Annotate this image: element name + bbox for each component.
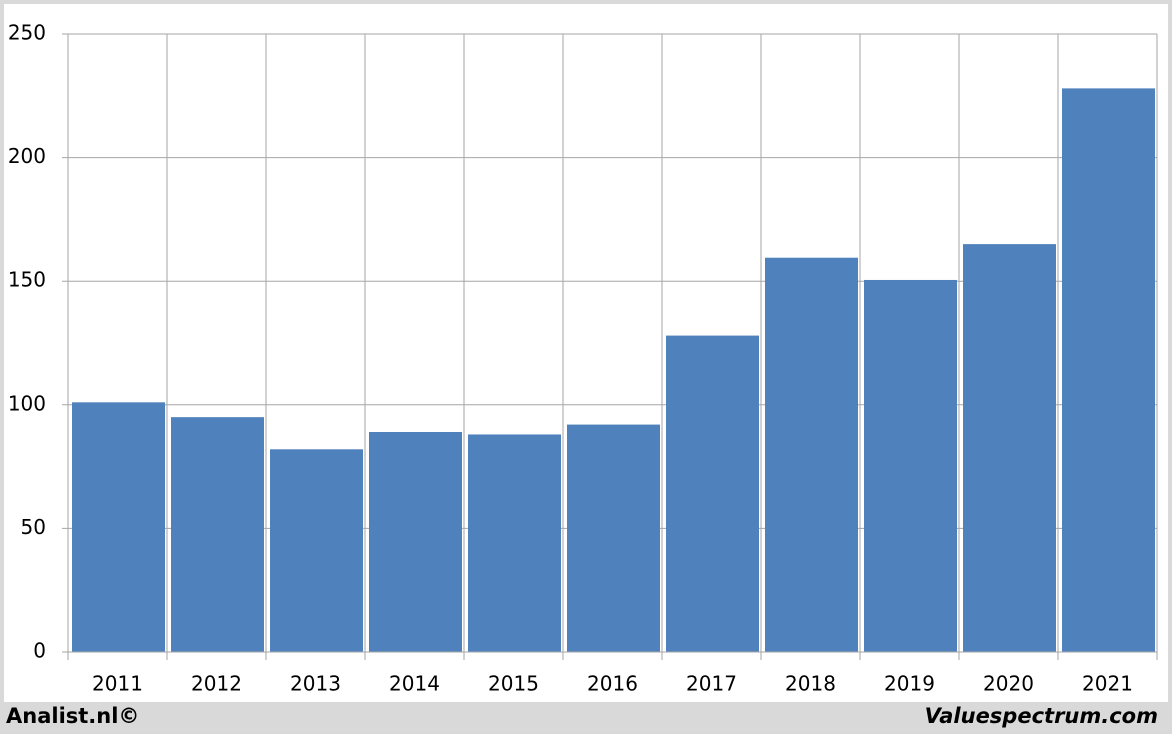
x-tick-label: 2021 (1082, 672, 1133, 696)
y-tick-label: 50 (21, 515, 46, 539)
y-tick-label: 200 (8, 144, 46, 168)
y-tick-label: 100 (8, 391, 46, 415)
footer-right: Valuespectrum.com (925, 704, 1158, 728)
x-tick-label: 2018 (785, 672, 836, 696)
bar (468, 434, 561, 652)
x-tick-label: 2020 (983, 672, 1034, 696)
bar (666, 335, 759, 652)
bar (369, 431, 462, 652)
bar (963, 244, 1056, 652)
x-tick-label: 2019 (884, 672, 935, 696)
x-tick-label: 2017 (686, 672, 737, 696)
x-tick-label: 2013 (290, 672, 341, 696)
bar (270, 449, 363, 652)
x-tick-label: 2016 (587, 672, 638, 696)
y-tick-label: 250 (8, 21, 46, 45)
footer-left: Analist.nl© (6, 704, 139, 728)
y-tick-label: 0 (33, 639, 46, 663)
bar (765, 257, 858, 652)
bar (1062, 88, 1155, 652)
bar (72, 402, 165, 652)
x-tick-label: 2012 (191, 672, 242, 696)
bar (567, 424, 660, 652)
bar (171, 417, 264, 652)
x-tick-label: 2015 (488, 672, 539, 696)
bar (864, 279, 957, 652)
y-tick-label: 150 (8, 268, 46, 292)
x-tick-label: 2011 (92, 672, 143, 696)
x-tick-label: 2014 (389, 672, 440, 696)
